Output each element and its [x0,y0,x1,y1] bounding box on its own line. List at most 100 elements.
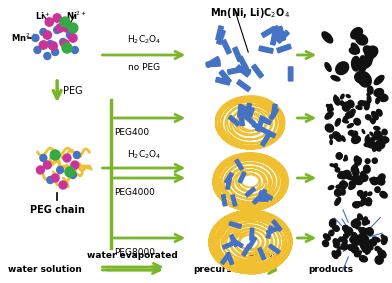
Ellipse shape [352,241,357,249]
Ellipse shape [345,228,351,234]
Ellipse shape [350,237,358,244]
Ellipse shape [325,63,331,71]
Ellipse shape [364,191,367,197]
Ellipse shape [357,202,363,206]
Ellipse shape [363,217,367,225]
Polygon shape [270,31,278,45]
Text: H$_2$C$_2$O$_4$: H$_2$C$_2$O$_4$ [127,33,161,46]
Ellipse shape [370,177,378,185]
Polygon shape [252,123,265,132]
Circle shape [71,46,78,53]
Ellipse shape [357,176,361,181]
Polygon shape [246,103,251,116]
Ellipse shape [362,240,367,245]
Ellipse shape [379,250,386,258]
Polygon shape [227,67,242,74]
Polygon shape [266,226,273,238]
Ellipse shape [357,157,361,163]
Ellipse shape [365,136,369,145]
Ellipse shape [336,137,342,141]
Ellipse shape [352,236,357,241]
Ellipse shape [381,236,387,245]
Ellipse shape [370,178,376,181]
Ellipse shape [356,106,362,110]
Ellipse shape [341,191,345,195]
Circle shape [43,31,51,39]
Polygon shape [257,198,268,201]
Ellipse shape [357,239,361,245]
Ellipse shape [365,220,370,224]
Polygon shape [273,26,283,40]
Text: precursor: precursor [193,265,242,275]
Ellipse shape [356,34,368,45]
Ellipse shape [331,76,340,81]
Ellipse shape [358,251,361,255]
Ellipse shape [368,86,373,94]
Ellipse shape [375,187,380,192]
Polygon shape [229,115,240,126]
Ellipse shape [357,177,363,185]
Ellipse shape [374,76,384,85]
Circle shape [69,171,76,179]
Polygon shape [269,244,280,254]
Ellipse shape [363,101,370,106]
Polygon shape [259,46,273,53]
Ellipse shape [375,177,381,184]
Ellipse shape [330,164,334,166]
Ellipse shape [372,112,378,119]
Circle shape [36,166,44,174]
Ellipse shape [367,93,370,95]
Ellipse shape [336,62,348,74]
Ellipse shape [365,248,371,254]
Ellipse shape [361,199,368,205]
Ellipse shape [335,168,340,172]
Ellipse shape [366,228,373,235]
Circle shape [39,41,47,49]
Ellipse shape [348,130,354,135]
Circle shape [51,174,59,182]
Ellipse shape [350,109,355,114]
Circle shape [47,177,54,183]
Ellipse shape [356,176,359,183]
Ellipse shape [367,95,371,103]
Ellipse shape [339,181,347,190]
Polygon shape [261,193,272,200]
Ellipse shape [333,239,339,246]
Ellipse shape [336,185,341,188]
Circle shape [60,38,67,46]
Polygon shape [206,61,220,67]
Circle shape [34,46,41,53]
Polygon shape [289,67,293,81]
Ellipse shape [339,172,346,179]
Ellipse shape [376,110,382,116]
Polygon shape [221,253,230,264]
Ellipse shape [365,159,370,163]
Ellipse shape [379,174,385,181]
Ellipse shape [364,61,372,68]
Polygon shape [221,195,227,206]
Ellipse shape [343,226,348,229]
Ellipse shape [373,237,380,242]
Polygon shape [259,116,272,125]
Text: H$_2$C$_2$O$_4$: H$_2$C$_2$O$_4$ [127,149,161,161]
Polygon shape [229,222,241,228]
Ellipse shape [322,32,333,43]
Ellipse shape [323,240,328,246]
Circle shape [60,17,70,27]
Ellipse shape [339,237,343,242]
Text: water solution: water solution [8,265,82,275]
Polygon shape [276,30,289,43]
Ellipse shape [362,175,368,181]
Ellipse shape [363,236,368,242]
Ellipse shape [374,127,380,130]
Circle shape [45,18,53,26]
Circle shape [53,14,61,22]
Ellipse shape [343,158,347,161]
Polygon shape [238,104,243,117]
Ellipse shape [353,202,360,208]
Ellipse shape [353,176,356,181]
Polygon shape [226,252,234,265]
Polygon shape [233,47,242,61]
Ellipse shape [342,189,345,194]
Polygon shape [230,235,238,247]
